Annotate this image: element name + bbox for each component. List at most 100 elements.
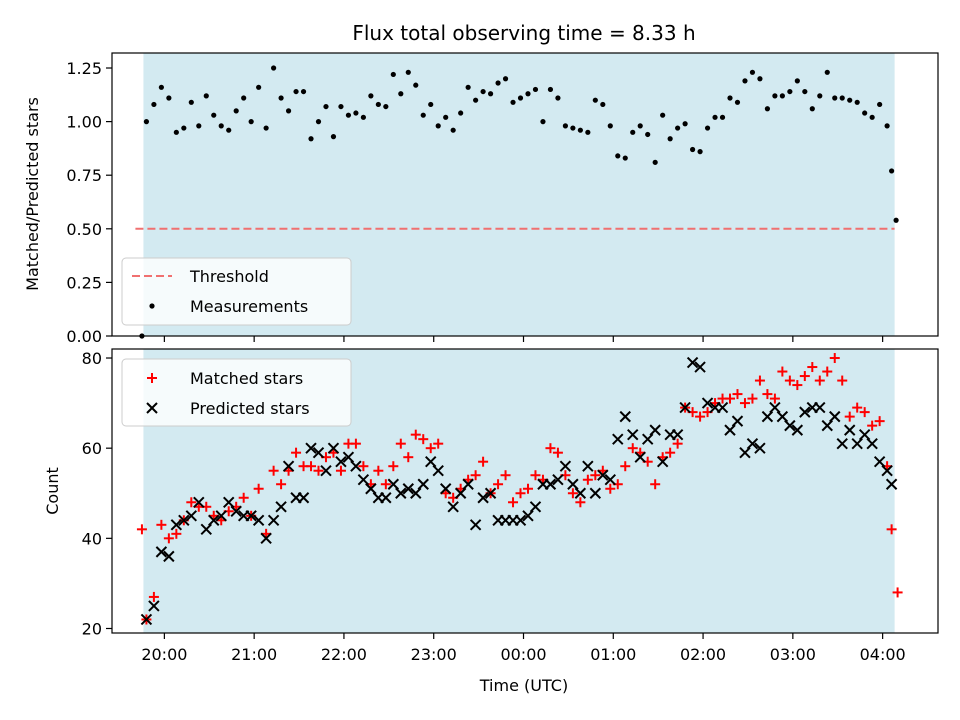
- matched-star-point: [754, 375, 765, 386]
- measurement-point: [458, 110, 464, 116]
- predicted-star-point: [769, 401, 781, 414]
- predicted-star-point-b: [724, 424, 736, 436]
- top-legend-box: [121, 257, 352, 326]
- predicted-star-point-b: [469, 519, 482, 531]
- predicted-star-point-b: [320, 465, 332, 477]
- measurement-point: [158, 84, 164, 90]
- bottom-y-tick-label: 40: [82, 529, 102, 548]
- predicted-star-point: [380, 492, 392, 504]
- predicted-star-point-b: [402, 483, 414, 495]
- predicted-star-point: [275, 501, 287, 513]
- measurement-point: [271, 65, 277, 71]
- predicted-star-point-b: [380, 492, 392, 504]
- top-y-tick-label: 0.00: [66, 327, 102, 346]
- predicted-star-point-b: [567, 478, 579, 490]
- matched-star-point: [186, 497, 197, 508]
- predicted-star-point-b: [559, 460, 572, 472]
- measurement-point: [847, 97, 853, 103]
- measurement-point: [854, 99, 860, 105]
- predicted-star-point-b: [656, 455, 669, 468]
- predicted-star-point-b: [245, 510, 257, 522]
- measurement-point: [704, 125, 711, 131]
- measurement-point: [802, 88, 808, 95]
- measurement-point: [398, 91, 404, 97]
- measurement-point: [600, 101, 606, 108]
- matched-star-point: [784, 375, 795, 386]
- x-tick-label: 20:00: [141, 645, 187, 664]
- predicted-star-point-b: [410, 487, 422, 499]
- matched-star-point: [799, 371, 810, 382]
- predicted-star-point: [357, 474, 370, 486]
- top-plot-panel: 0.00 0.25 0.50 0.75 1.00 1.25 Matched/Predict…: [23, 52, 939, 346]
- predicted-star-point: [267, 514, 280, 527]
- measurement-point: [585, 129, 591, 135]
- matched-star-point: [238, 492, 249, 503]
- predicted-star-point-b: [649, 424, 661, 436]
- predicted-star-point: [425, 455, 437, 468]
- matched-star-point: [590, 470, 601, 481]
- matched-star-point: [395, 438, 406, 449]
- matched-star-point: [886, 524, 897, 535]
- matched-star-point: [515, 488, 526, 499]
- matched-star-point: [575, 497, 586, 508]
- predicted-star-point: [851, 437, 863, 450]
- measurement-point: [570, 125, 576, 131]
- predicted-star-point: [686, 356, 699, 369]
- matched-star-point: [747, 393, 758, 404]
- measurement-point: [345, 112, 352, 118]
- measurement-point: [689, 146, 696, 153]
- matched-star-point: [567, 488, 578, 499]
- matched-star-point: [522, 483, 533, 494]
- measurement-point: [360, 114, 366, 120]
- predicted-star-point: [327, 442, 340, 454]
- predicted-star-point-b: [641, 433, 654, 445]
- predicted-star-point-b: [754, 442, 766, 454]
- bottom-legend-box: [121, 358, 352, 427]
- predicted-star-point-b: [260, 532, 272, 545]
- x-tick-label: 23:00: [411, 645, 457, 664]
- measurement-point: [630, 129, 636, 135]
- measurement-point: [779, 93, 785, 99]
- predicted-star-point: [402, 483, 414, 495]
- x-tick-label: 21:00: [231, 645, 277, 664]
- predicted-star-point-b: [439, 483, 452, 495]
- measurement-point: [562, 123, 569, 129]
- measurement-point: [607, 123, 613, 129]
- predicted-star-point-b: [350, 460, 362, 472]
- predicted-star-point: [410, 487, 422, 499]
- measurement-point: [323, 103, 329, 110]
- predicted-star-point-b: [312, 446, 325, 459]
- measurement-point: [211, 112, 217, 118]
- x-tick-label: 03:00: [770, 645, 816, 664]
- measurement-point: [181, 125, 187, 131]
- predicted-star-point: [619, 410, 631, 423]
- measurement-point: [256, 84, 262, 90]
- matched-star-point: [148, 591, 159, 602]
- predicted-star-point: [208, 514, 220, 527]
- measurement-point: [884, 123, 890, 129]
- matched-star-point: [867, 420, 878, 431]
- measurement-point: [510, 99, 516, 105]
- predicted-star-point-b: [597, 469, 609, 481]
- predicted-star-point-b: [821, 419, 833, 432]
- legend-predicted-label: Predicted stars: [190, 399, 310, 418]
- top-y-tick-label: 0.25: [66, 273, 102, 292]
- predicted-star-point-b: [858, 428, 871, 441]
- predicted-star-point-b: [223, 496, 235, 508]
- predicted-star-point: [671, 428, 684, 441]
- predicted-star-point-b: [200, 523, 212, 536]
- predicted-star-point: [365, 483, 377, 495]
- predicted-star-point-b: [544, 478, 557, 490]
- matched-star-point: [136, 524, 147, 535]
- matched-star-point: [425, 443, 436, 454]
- measurement-point: [188, 99, 194, 105]
- matched-star-point: [582, 474, 593, 485]
- matched-star-point: [350, 438, 361, 449]
- matched-star-point: [725, 393, 736, 404]
- measurement-point: [637, 123, 643, 129]
- matched-star-point: [807, 362, 818, 373]
- measurement-point: [383, 103, 389, 110]
- predicted-star-point: [350, 460, 362, 472]
- predicted-star-point: [200, 523, 212, 536]
- measurement-point: [248, 119, 254, 125]
